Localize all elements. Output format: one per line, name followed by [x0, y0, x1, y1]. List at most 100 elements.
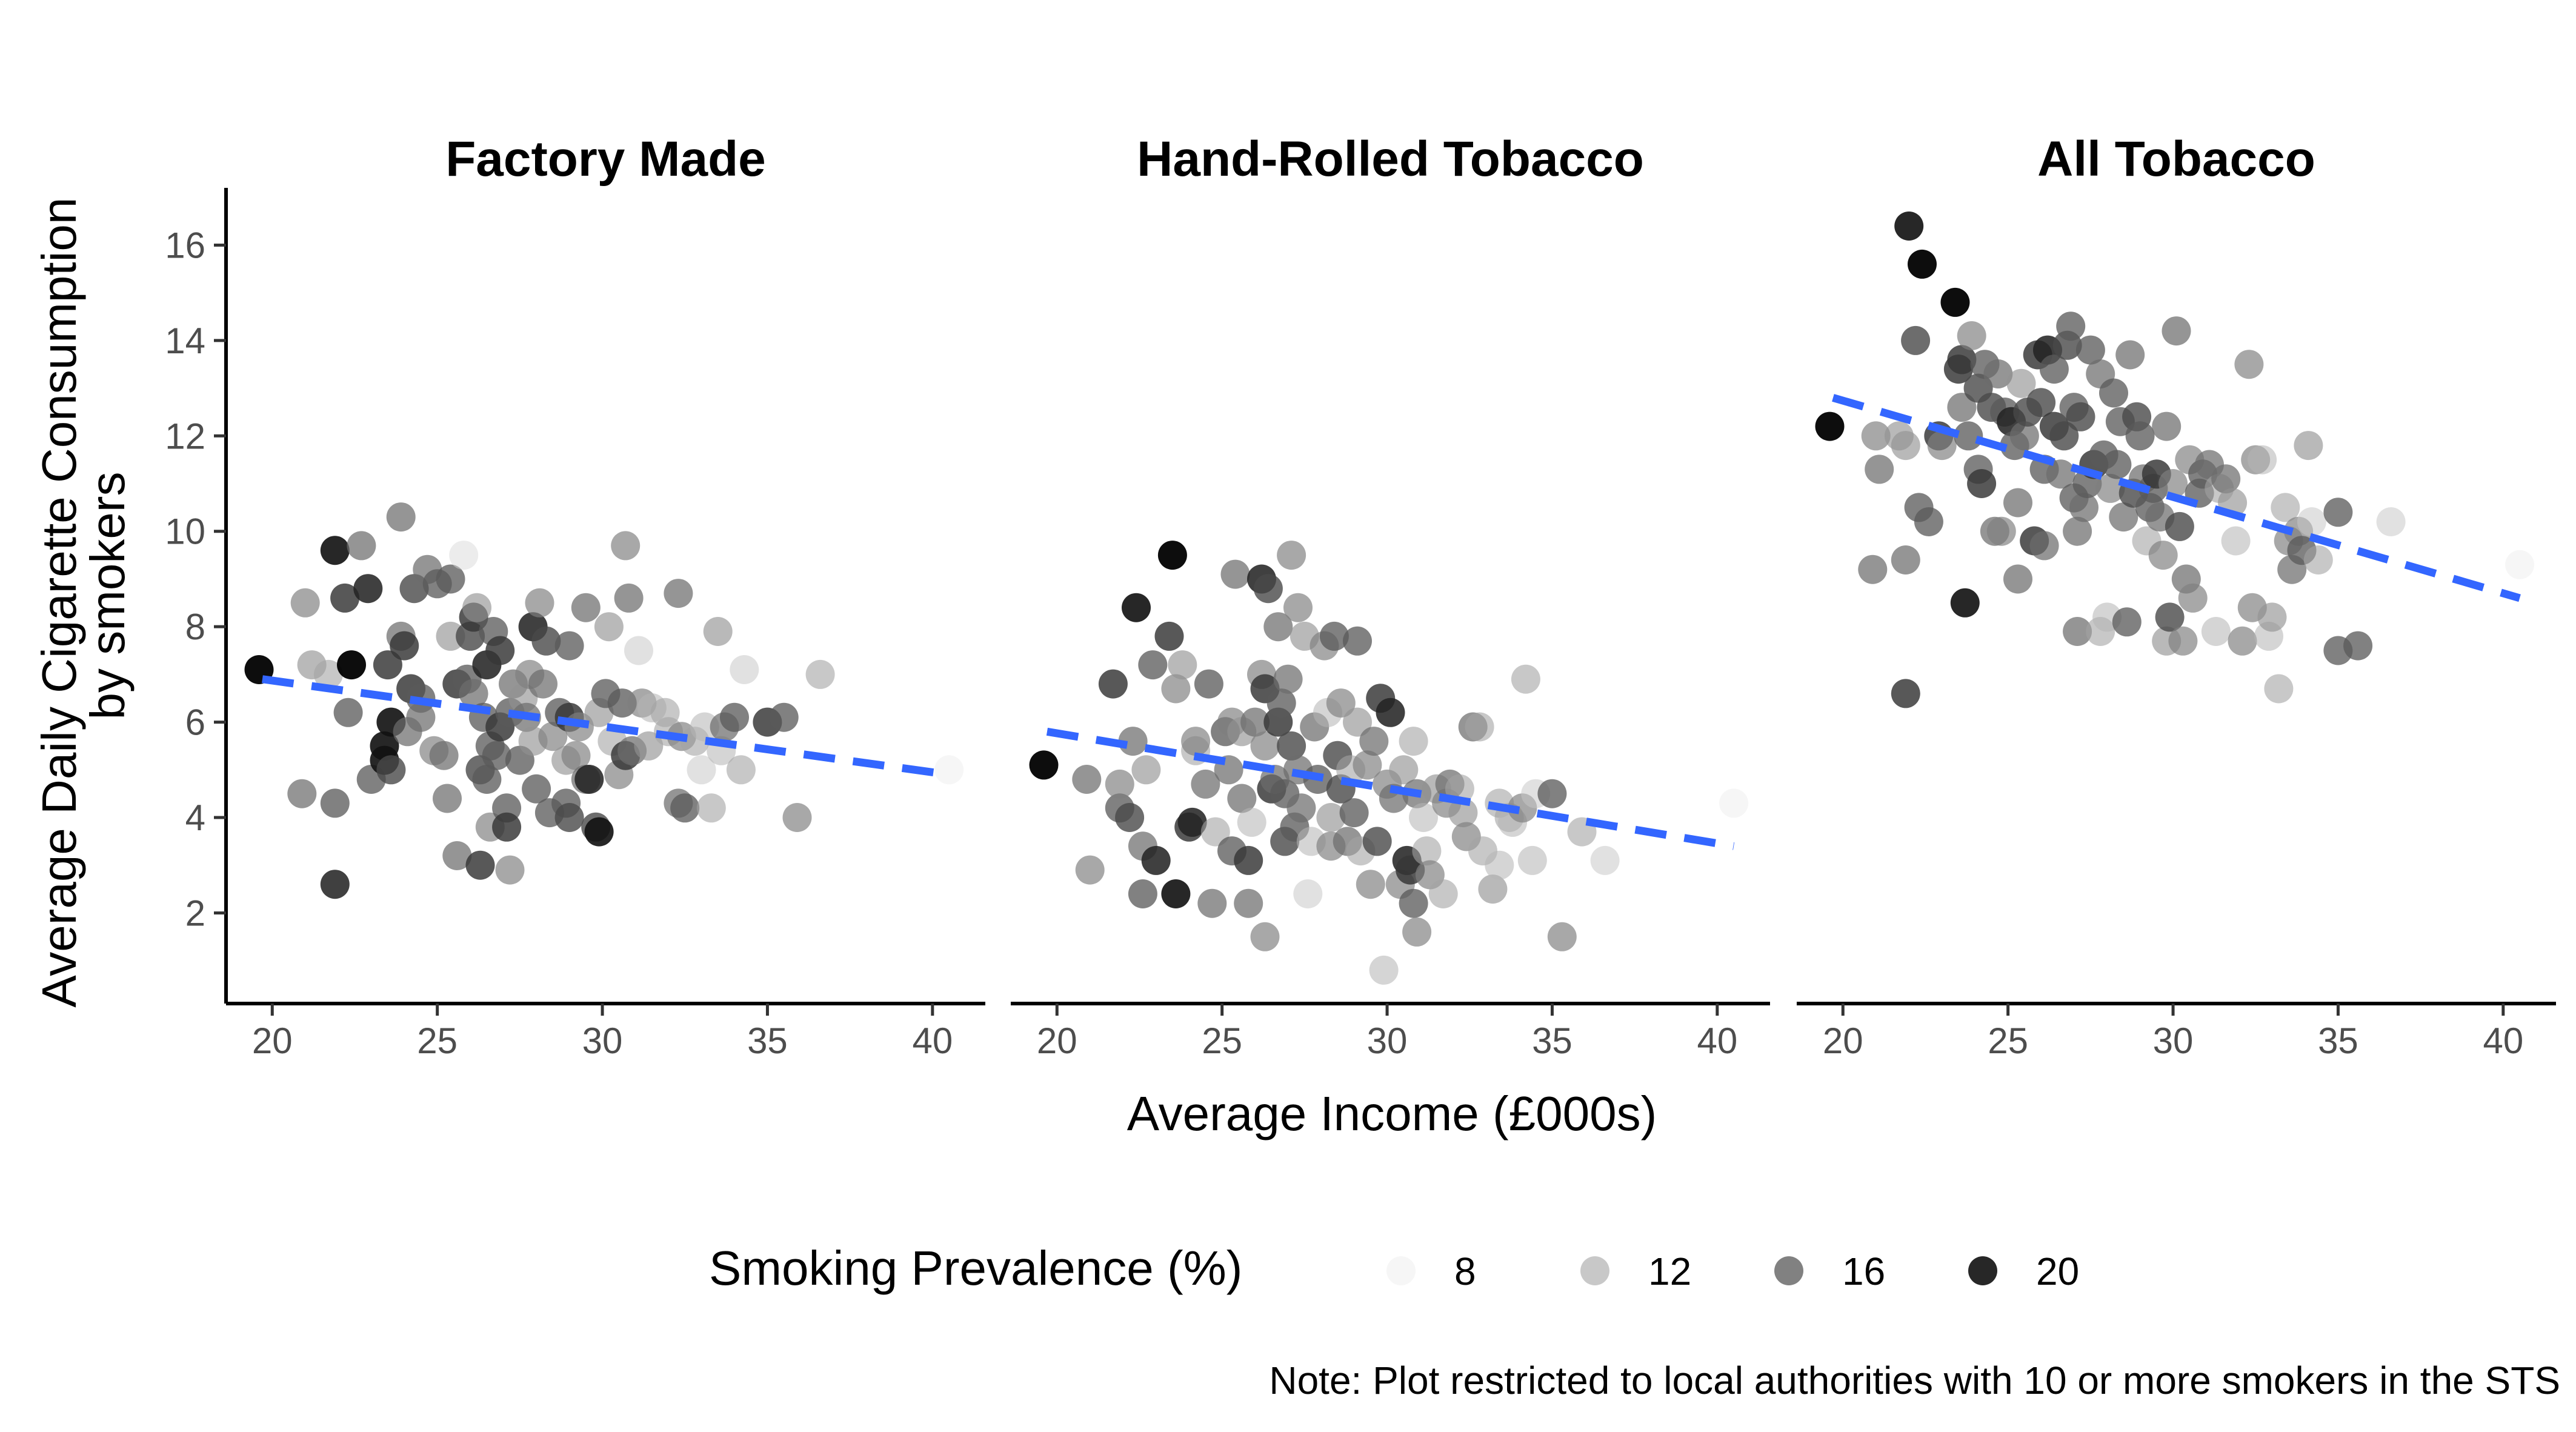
y-tick-label: 6: [185, 702, 205, 743]
data-point: [2376, 507, 2406, 536]
data-point: [1901, 325, 1931, 355]
data-point: [290, 588, 320, 618]
data-point: [2102, 450, 2132, 479]
data-point: [1250, 731, 1280, 761]
data-point: [2075, 335, 2105, 365]
data-point: [1072, 765, 1102, 794]
data-point: [2003, 488, 2032, 518]
trend-line: [1046, 727, 1735, 850]
data-point: [2248, 445, 2277, 475]
trend-line: [1832, 394, 2521, 602]
data-point: [2271, 493, 2300, 522]
data-point: [611, 531, 641, 561]
data-point: [2158, 469, 2188, 498]
y-tick-label: 4: [185, 798, 205, 838]
data-point: [1277, 731, 1306, 761]
data-point: [1465, 712, 1494, 742]
legend-label: 20: [2036, 1250, 2079, 1293]
data-point: [320, 536, 350, 565]
data-point: [1967, 469, 1997, 498]
data-point: [2029, 531, 2059, 561]
data-point: [1194, 669, 1223, 699]
data-point: [376, 755, 406, 785]
data-point: [1253, 574, 1283, 604]
data-point: [459, 679, 488, 708]
data-point: [2201, 617, 2231, 646]
legend: Smoking Prevalence (%) 8 12 16 20: [709, 1241, 2079, 1295]
data-point: [2066, 402, 2095, 431]
data-point: [2125, 421, 2155, 451]
data-point: [1098, 669, 1128, 699]
data-point: [1326, 688, 1356, 718]
data-point: [333, 698, 363, 727]
data-point: [313, 659, 343, 689]
data-point: [1399, 727, 1428, 756]
y-axis-title-line-1: Average Daily Cigarette Consumption: [32, 198, 86, 1008]
data-point: [730, 655, 759, 684]
data-point: [2343, 631, 2373, 661]
data-point: [1277, 541, 1306, 570]
data-point: [1343, 707, 1372, 737]
data-point: [2009, 421, 2039, 451]
data-point: [2155, 602, 2185, 632]
data-point: [1389, 755, 1419, 785]
data-point: [1075, 855, 1105, 885]
data-point: [1362, 827, 1392, 856]
data-point: [1161, 879, 1191, 908]
data-point: [1343, 626, 1372, 656]
x-tick-label: 25: [1202, 1021, 1242, 1061]
data-point: [436, 564, 465, 594]
panels-layer: Factory Made 20 25 30 35 40 2 4 6 8 10 12 14 16 Hand-R…: [165, 132, 2556, 1061]
data-point: [1547, 922, 1577, 951]
data-points: [244, 502, 964, 899]
data-point: [1402, 917, 1432, 947]
data-point: [2211, 464, 2241, 494]
data-point: [696, 793, 726, 823]
data-point: [769, 702, 799, 732]
data-point: [386, 502, 416, 532]
data-point: [2234, 350, 2264, 379]
data-point: [1286, 793, 1316, 823]
data-point: [2257, 602, 2287, 632]
data-point: [465, 850, 495, 880]
data-point: [1517, 845, 1547, 875]
x-tick-label: 30: [2153, 1021, 2194, 1061]
data-point: [1891, 431, 1920, 461]
data-point: [1369, 955, 1399, 985]
data-point: [1719, 788, 1749, 818]
data-point: [1181, 727, 1211, 756]
data-point: [495, 855, 525, 885]
data-point: [1029, 750, 1059, 780]
x-tick-label: 20: [1823, 1021, 1863, 1061]
y-axis-title-line-2: by smokers: [81, 472, 135, 720]
data-point: [1234, 888, 1263, 918]
data-point: [1359, 727, 1389, 756]
panel-1: Factory Made 20 25 30 35 40 2 4 6 8 10 12 14 16: [165, 132, 985, 1061]
data-point: [1940, 287, 1970, 317]
data-point: [1105, 769, 1134, 799]
data-point: [1177, 807, 1207, 837]
x-tick-label: 40: [912, 1021, 953, 1061]
data-point: [726, 755, 756, 785]
data-point: [1293, 879, 1323, 908]
data-point: [1409, 803, 1438, 832]
panel-title: All Tobacco: [2037, 132, 2315, 187]
data-point: [2109, 502, 2138, 532]
data-point: [1428, 879, 1458, 908]
legend-label: 8: [1454, 1250, 1476, 1293]
data-point: [472, 765, 502, 794]
y-axis-title: Average Daily Cigarette Consumption by s…: [32, 184, 135, 1007]
data-point: [1200, 817, 1230, 847]
x-tick-label: 35: [747, 1021, 788, 1061]
data-point: [2505, 550, 2535, 579]
data-point: [2095, 473, 2125, 503]
data-point: [1131, 755, 1161, 785]
data-point: [1947, 345, 1977, 375]
data-point: [1157, 541, 1187, 570]
y-tick-label: 10: [165, 511, 205, 552]
data-point: [554, 803, 584, 832]
data-point: [1240, 707, 1270, 737]
data-point: [2063, 617, 2092, 646]
data-point: [320, 870, 350, 899]
data-point: [1191, 769, 1220, 799]
